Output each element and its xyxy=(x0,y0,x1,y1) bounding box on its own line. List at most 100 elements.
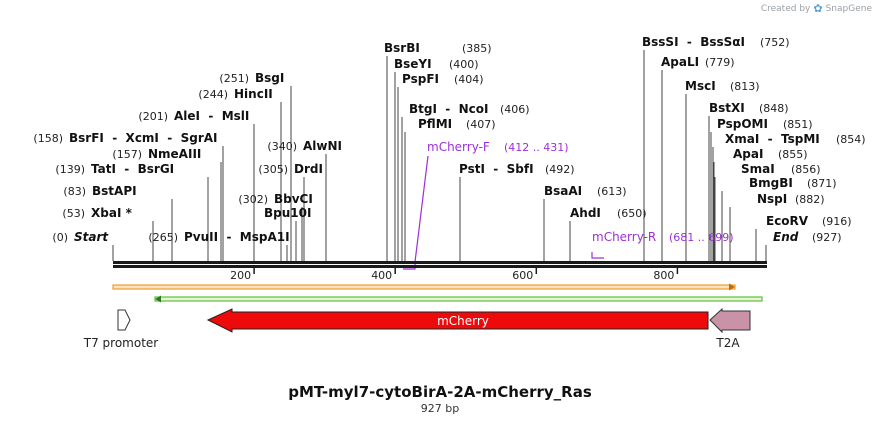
t7-promoter-arrow xyxy=(117,309,131,331)
primer-r-name: mCherry-R xyxy=(592,230,656,244)
site-smai[interactable]: SmaI (856) xyxy=(741,162,821,176)
site-name: HincII xyxy=(234,87,273,101)
site-name: BmgBI xyxy=(749,176,793,190)
site-bsrbi[interactable]: BsrBI (385) xyxy=(384,41,492,55)
orf-forward[interactable] xyxy=(112,283,736,291)
site-drdi[interactable]: DrdI (305) xyxy=(258,162,323,176)
site-position: (851) xyxy=(783,118,813,131)
mcherry-arrow xyxy=(206,308,709,333)
mcherry-label: mCherry xyxy=(437,314,489,328)
site-alei-msli[interactable]: AleI - MslI (201) xyxy=(138,109,249,123)
site-hincii[interactable]: HincII (244) xyxy=(198,87,272,101)
primer-mcherry-f[interactable]: mCherry-F (412 .. 431) xyxy=(403,140,569,270)
site-name: BstXI xyxy=(709,101,745,115)
site-position: (650) xyxy=(617,207,647,220)
site-name: EcoRV xyxy=(766,214,809,228)
site-bstapi[interactable]: BstAPI (83) xyxy=(63,184,136,198)
site-alwni[interactable]: AlwNI (340) xyxy=(267,139,342,153)
plasmid-name: pMT-myl7-cytoBirA-2A-mCherry_Ras xyxy=(288,383,592,401)
site-position: (53) xyxy=(62,207,85,220)
site-pspfi[interactable]: PspFI (404) xyxy=(402,72,484,86)
primer-f-connector xyxy=(403,155,429,270)
site-nspi[interactable]: NspI (882) xyxy=(757,192,825,206)
created-by-label: Created by xyxy=(760,3,811,14)
site-lines xyxy=(112,50,767,261)
site-pspomi[interactable]: PspOMI (851) xyxy=(717,117,813,131)
site-xmai-tspmi[interactable]: XmaI - TspMI (854) xyxy=(725,132,866,146)
sequence-top-strand xyxy=(113,261,767,264)
ruler-tick-label: 600 xyxy=(512,269,533,282)
primer-f-range: (412 .. 431) xyxy=(504,141,569,154)
orf-reverse[interactable] xyxy=(154,295,763,303)
site-bstxi[interactable]: BstXI (848) xyxy=(709,101,789,115)
orf-forward-bar xyxy=(112,284,736,290)
site-pvuii-mspa1i[interactable]: PvuII - MspA1I (265) xyxy=(148,230,289,244)
site-bsgi[interactable]: BsgI (251) xyxy=(219,71,284,85)
site-name: BssSI - BssSαI xyxy=(642,35,745,49)
orf-reverse-bar xyxy=(154,296,763,302)
site-position: (340) xyxy=(267,140,297,153)
site-bpu10i[interactable]: Bpu10I xyxy=(264,206,311,220)
ruler-tick-label: 200 xyxy=(230,269,251,282)
site-nmeaiii[interactable]: NmeAIII (157) xyxy=(112,147,201,161)
site-name: NmeAIII xyxy=(148,147,201,161)
primer-r-range: (681 .. 699) xyxy=(669,231,734,244)
site-position: (916) xyxy=(822,215,852,228)
site-name: Bpu10I xyxy=(264,206,311,220)
site-position: (244) xyxy=(198,88,228,101)
site-apai[interactable]: ApaI (855) xyxy=(733,147,808,161)
site-position: (157) xyxy=(112,148,142,161)
site-position: (848) xyxy=(759,102,789,115)
site-position: (613) xyxy=(597,185,627,198)
site-name: TatI - BsrGI xyxy=(91,162,174,176)
site-position: (492) xyxy=(545,163,575,176)
site-ahdi[interactable]: AhdI (650) xyxy=(570,206,647,220)
site-name: PspFI xyxy=(402,72,439,86)
site-name: BstAPI xyxy=(92,184,137,198)
site-position: (854) xyxy=(836,133,866,146)
site-btgi-ncoi[interactable]: BtgI - NcoI (406) xyxy=(409,102,530,116)
site-tati-bsrgi[interactable]: TatI - BsrGI (139) xyxy=(55,162,174,176)
primer-r-connector xyxy=(591,252,604,259)
site-bsrfi-xcmi-sgrai[interactable]: BsrFI - XcmI - SgrAI (158) xyxy=(33,131,217,145)
site-position: (927) xyxy=(812,231,842,244)
site-name: NspI xyxy=(757,192,787,206)
site-psti-sbfi[interactable]: PstI - SbfI (492) xyxy=(459,162,575,176)
site-start[interactable]: Start (0) xyxy=(52,230,109,244)
site-name: PvuII - MspA1I xyxy=(184,230,290,244)
site-bmgbi[interactable]: BmgBI (871) xyxy=(749,176,837,190)
snapgene-name: SnapGene xyxy=(825,3,872,14)
site-pflmi[interactable]: PflMI (407) xyxy=(418,117,496,131)
site-position: (404) xyxy=(454,73,484,86)
site-position: (856) xyxy=(791,163,821,176)
site-bseyi[interactable]: BseYI (400) xyxy=(394,57,479,71)
feature-mcherry[interactable]: mCherry xyxy=(206,308,709,333)
site-position: (779) xyxy=(705,56,735,69)
primer-f-name: mCherry-F xyxy=(427,140,490,154)
site-position: (871) xyxy=(807,177,837,190)
site-labels: Start (0) XbaI * (53) BstAPI (83) TatI - BsrGI… xyxy=(33,35,865,244)
site-position: (0) xyxy=(52,231,68,244)
site-apali[interactable]: ApaLI (779) xyxy=(661,55,735,69)
site-position: (251) xyxy=(219,72,249,85)
feature-t2a[interactable]: T2A xyxy=(709,307,751,350)
site-position: (305) xyxy=(258,163,288,176)
site-position: (882) xyxy=(795,193,825,206)
primer-mcherry-r[interactable]: mCherry-R (681 .. 699) xyxy=(591,230,734,259)
site-msci[interactable]: MscI (813) xyxy=(685,79,760,93)
site-name: BsaAI xyxy=(544,184,582,198)
site-position: (302) xyxy=(238,193,268,206)
site-bbvci[interactable]: BbvCI (302) xyxy=(238,192,312,206)
site-name: ApaI xyxy=(733,147,763,161)
site-end[interactable]: End (927) xyxy=(773,230,842,244)
site-bsaai[interactable]: BsaAI (613) xyxy=(544,184,627,198)
site-position: (139) xyxy=(55,163,85,176)
ruler-tick-label: 400 xyxy=(371,269,392,282)
site-bsssi-bsss-i[interactable]: BssSI - BssSαI (752) xyxy=(642,35,790,49)
site-name: BsrFI - XcmI - SgrAI xyxy=(69,131,218,145)
feature-t7-promoter[interactable]: T7 promoter xyxy=(83,309,159,350)
site-position: (83) xyxy=(63,185,86,198)
site-ecorv[interactable]: EcoRV (916) xyxy=(766,214,852,228)
site-xbai[interactable]: XbaI * (53) xyxy=(62,206,132,220)
